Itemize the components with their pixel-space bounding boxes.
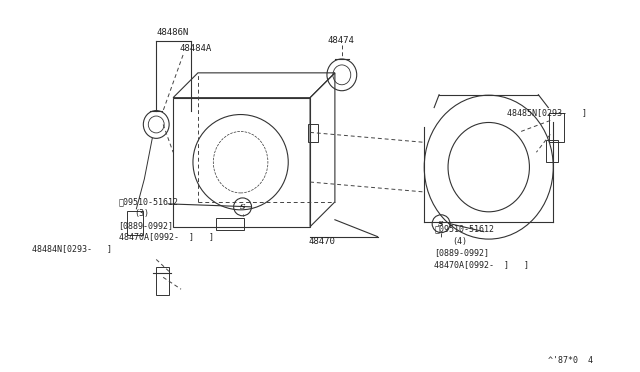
Text: S: S <box>240 203 245 211</box>
Text: 48484A: 48484A <box>179 44 211 53</box>
Text: 48486N: 48486N <box>156 28 189 37</box>
Text: 48470A[0992-  ]   ]: 48470A[0992- ] ] <box>434 260 529 269</box>
Text: ^'87*0  4: ^'87*0 4 <box>548 356 593 365</box>
Text: S: S <box>438 220 444 228</box>
Text: 48470: 48470 <box>308 237 335 246</box>
Text: 48474: 48474 <box>328 36 355 45</box>
Text: (4): (4) <box>452 237 467 246</box>
Text: [0889-0992]: [0889-0992] <box>118 221 173 230</box>
Text: 48470A[0992-  ]   ]: 48470A[0992- ] ] <box>118 232 214 241</box>
Text: Ⓢ09510-51612: Ⓢ09510-51612 <box>118 197 179 206</box>
Text: [0889-0992]: [0889-0992] <box>434 248 489 257</box>
Text: (3): (3) <box>134 209 149 218</box>
Text: 48485N[0293-   ]: 48485N[0293- ] <box>507 109 587 118</box>
Text: 48484N[0293-   ]: 48484N[0293- ] <box>32 244 112 253</box>
Text: Ⓢ09510-51612: Ⓢ09510-51612 <box>434 225 494 234</box>
